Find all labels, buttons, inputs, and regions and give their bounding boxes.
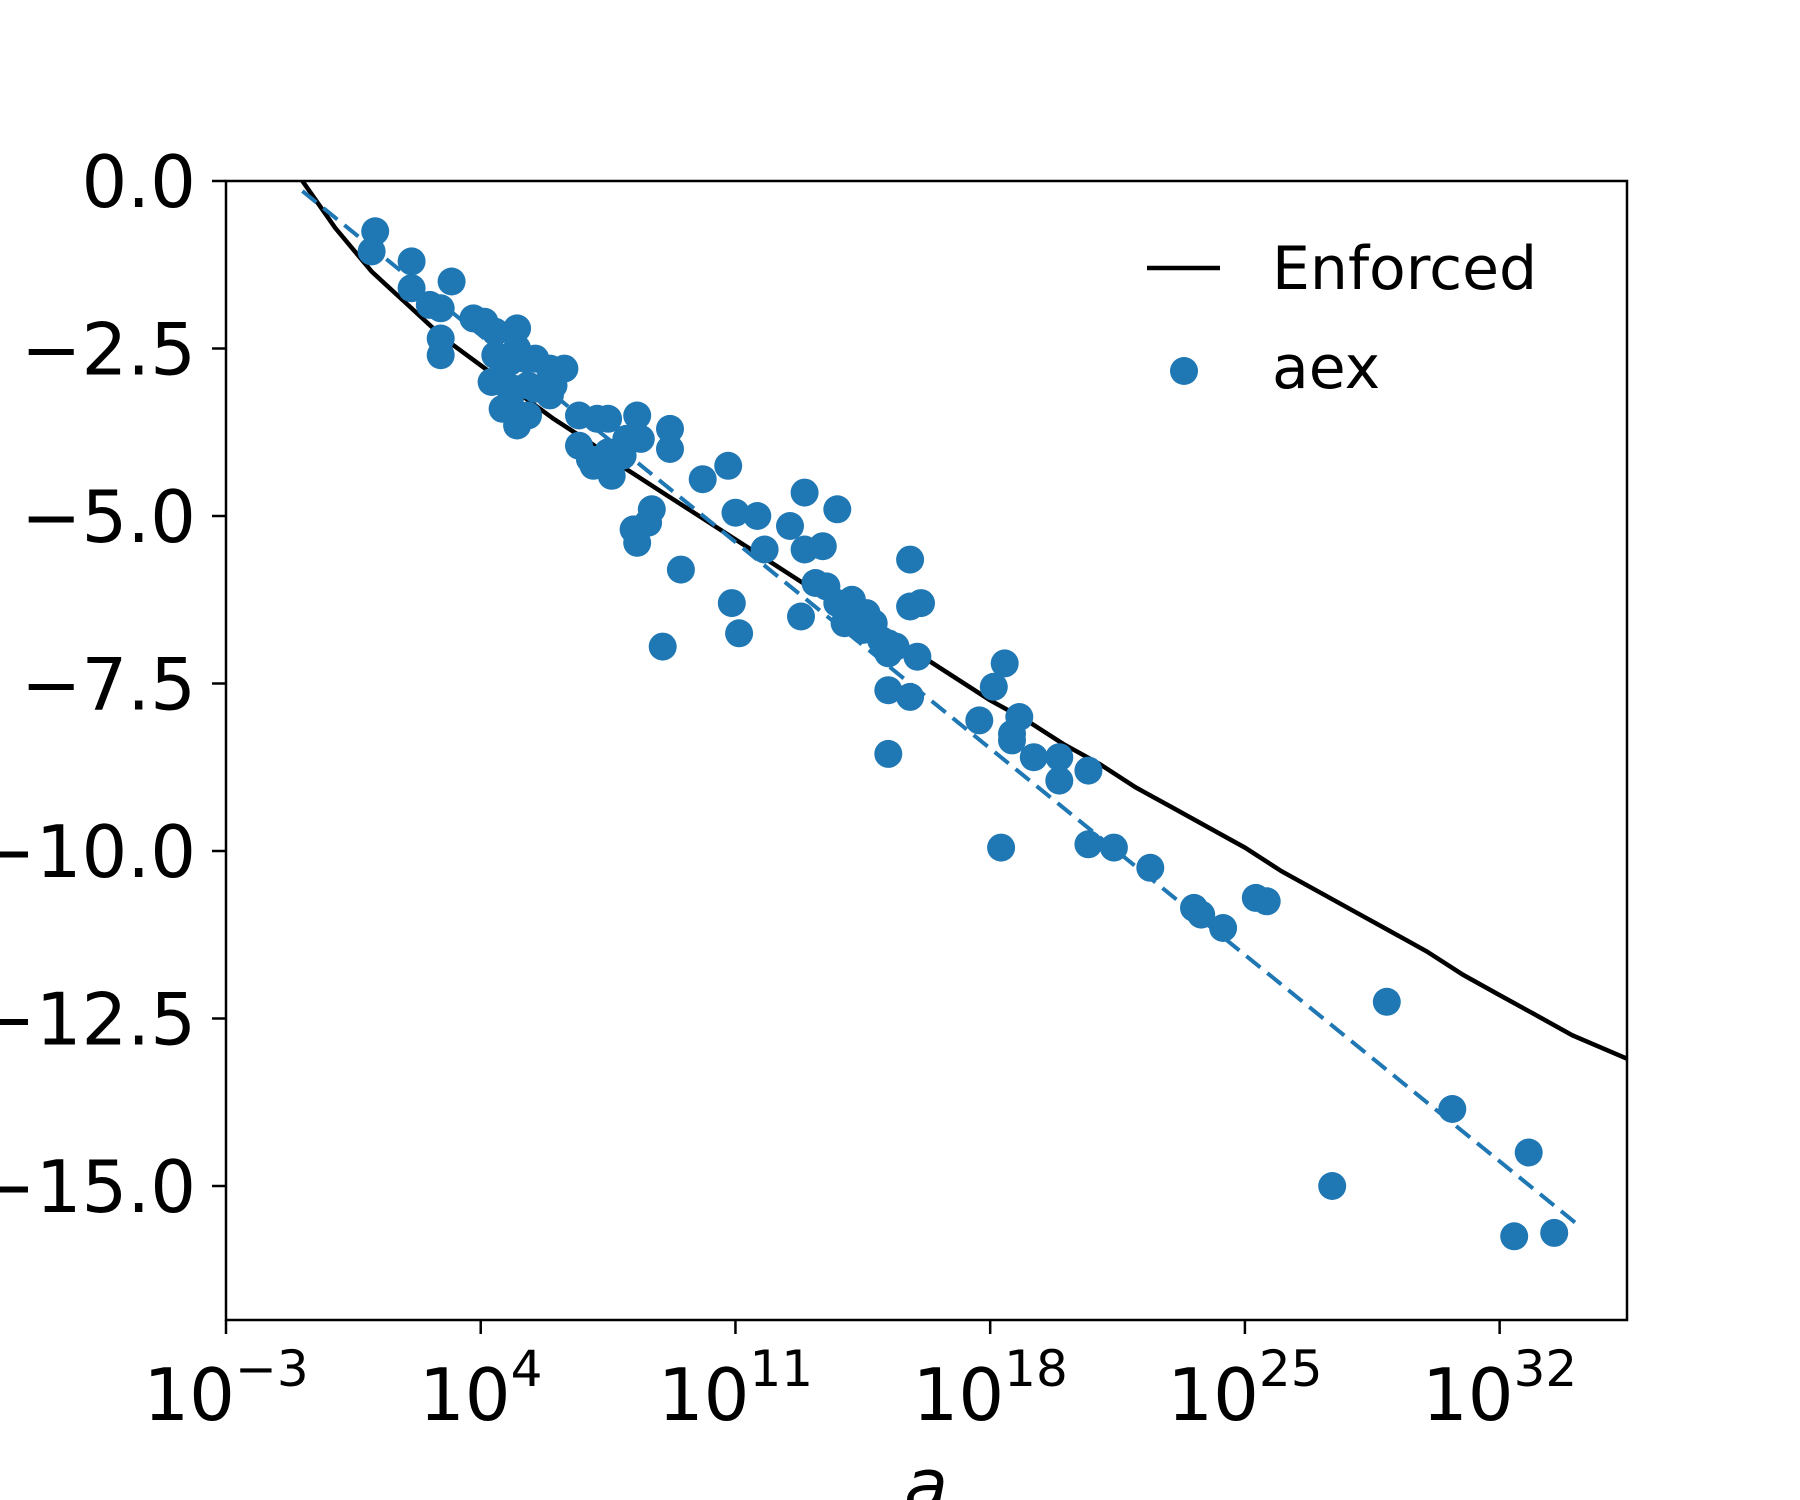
aex-point [787,602,815,631]
aex-point [1438,1095,1467,1123]
aex-point [859,609,888,638]
aex-point [656,414,684,443]
aex-point [357,237,386,266]
aex-point [666,555,695,584]
aex-point [1074,756,1103,785]
aex-point [776,512,804,540]
aex-point [1045,766,1074,795]
x-tick-label: 10−3 [143,1340,308,1437]
x-tick-label: 104 [419,1340,542,1437]
aex-point [1005,703,1034,731]
aex-point [1019,743,1048,772]
aex-point [648,632,677,661]
aex-point [426,341,455,370]
aex-point [1372,987,1401,1016]
aex-point [750,535,779,564]
legend-enforced-label: Enforced [1272,234,1537,304]
aex-point [437,267,466,296]
aex-point [874,676,903,705]
x-axis-ticks: 10−3 104 1011 1018 1025 1032 [143,1320,1577,1437]
y-tick-label: −10.0 [0,810,196,894]
axes [224,179,1629,1322]
aex-point [907,589,935,618]
aex-point [637,495,666,524]
plot-area [300,181,1627,1251]
aex-point [481,317,510,346]
aex-point [626,424,655,453]
y-tick-label: −2.5 [21,308,196,392]
enforced-line [300,181,1627,1061]
aex-point [535,381,564,410]
legend: Enforced aex [1147,234,1537,403]
aex-point [503,411,532,440]
aex-point [1187,900,1216,929]
aex-point [896,545,925,574]
y-axis-ticks: 0.0 −2.5 −5.0 −7.5 −10.0 −12.5 −15.0 [0,140,226,1229]
aex-point [979,672,1008,701]
plot-frame [224,179,1629,1322]
aex-point [1074,830,1103,859]
aex-point [397,247,426,276]
aex-point [623,528,652,557]
aex-point [987,833,1016,862]
aex-point [743,502,772,530]
aex-point [656,435,684,463]
aex-point [717,589,746,618]
aex-point [1540,1218,1569,1247]
y-tick-label: −5.0 [21,475,196,559]
aex-point [1045,743,1074,772]
aex-point [721,498,750,527]
aex-point [1514,1138,1543,1167]
aex-point [623,401,652,430]
legend-aex-marker [1170,357,1198,385]
aex-point [1252,887,1281,916]
aex-point [896,682,925,711]
y-tick-label: −15.0 [0,1145,196,1229]
aex-point [903,642,932,671]
aex-point [426,294,455,323]
aex-point [1500,1222,1529,1251]
aex-point [990,649,1019,678]
aex-point [1099,833,1128,862]
aex-point [1318,1172,1347,1200]
x-axis-title: a [904,1443,948,1500]
aex-point [823,495,852,524]
aex-point [725,619,754,648]
y-tick-label: −7.5 [21,643,196,727]
aex-point [1136,853,1165,882]
y-tick-label: −12.5 [0,978,196,1062]
aex-point [503,314,532,343]
aex-point [688,465,717,494]
aex-point [594,404,623,433]
aex-point [579,451,608,480]
x-tick-label: 1032 [1422,1340,1577,1437]
aex-point [714,451,743,480]
x-tick-label: 1025 [1167,1340,1322,1437]
aex-point [808,532,837,561]
x-tick-label: 1018 [913,1340,1068,1437]
x-tick-label: 1011 [658,1340,813,1437]
aex-point [874,739,903,768]
legend-aex-label: aex [1272,333,1380,403]
aex-point [790,478,819,507]
aex-point [874,639,903,668]
aex-point [397,274,426,303]
aex-point [965,706,994,735]
aex-point [1209,914,1238,942]
y-tick-label: 0.0 [81,140,196,224]
